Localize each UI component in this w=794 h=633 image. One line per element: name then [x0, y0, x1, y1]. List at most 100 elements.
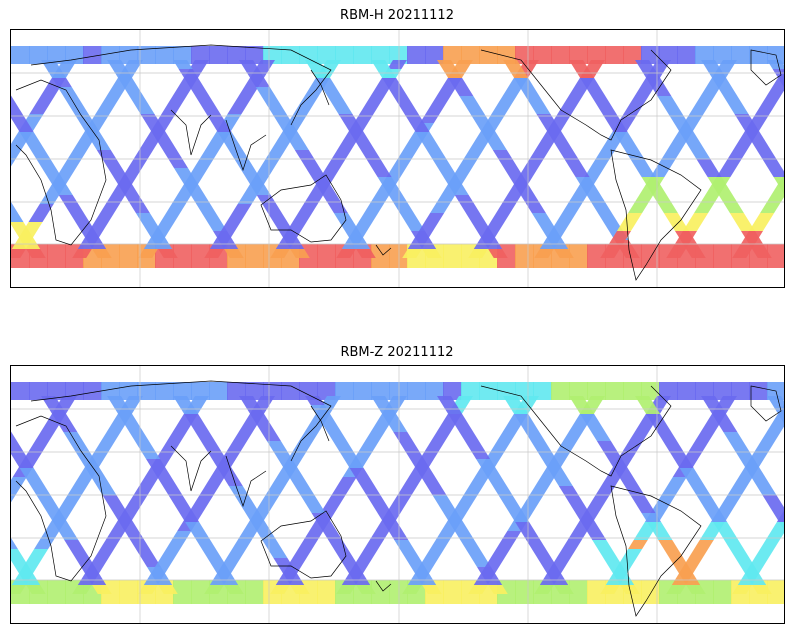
- coastlines: [15, 44, 782, 281]
- swath-cell: [73, 477, 93, 486]
- swath-cell: [727, 486, 748, 495]
- swath-cell: [699, 195, 720, 204]
- swath-cell: [11, 540, 18, 549]
- swath-cell: [191, 580, 210, 604]
- swath-cell: [11, 159, 16, 167]
- swath-cell: [586, 195, 607, 204]
- swath-cell: [300, 159, 320, 168]
- swath-cell: [539, 240, 560, 249]
- swath-cell: [590, 159, 610, 168]
- swath-cell: [281, 382, 300, 400]
- swath-cell: [95, 105, 116, 114]
- swath-cell: [347, 231, 367, 240]
- swath-cell: [662, 105, 683, 114]
- swath-cell: [766, 87, 784, 96]
- swath-cell: [206, 450, 227, 459]
- swath-cell: [584, 504, 605, 513]
- swath-cell: [189, 423, 210, 432]
- swath-cell: [387, 87, 408, 96]
- swath-cell: [605, 240, 626, 249]
- swath-cell: [443, 382, 462, 400]
- swath-cell: [729, 549, 750, 558]
- swath-cell: [601, 141, 621, 150]
- swath-cell: [158, 585, 178, 594]
- swath-cell: [299, 96, 319, 105]
- swath-cell: [569, 396, 589, 405]
- swath-cell: [425, 441, 446, 450]
- swath-cell: [376, 405, 397, 414]
- swath-cell: [503, 396, 523, 405]
- swath-cell: [58, 531, 79, 540]
- swath-cell: [473, 576, 494, 585]
- swath-cell: [387, 423, 408, 432]
- swath-cell: [371, 504, 392, 513]
- swath-cell: [173, 580, 192, 604]
- swath-cell: [286, 558, 307, 567]
- swath-cell: [542, 459, 562, 468]
- swath-cell: [286, 222, 307, 231]
- swath-cell: [772, 69, 784, 78]
- swath-cell: [407, 46, 426, 64]
- swath-cell: [101, 432, 121, 441]
- swath-cell: [580, 78, 600, 87]
- swath-cell: [94, 549, 115, 558]
- swath-cell: [689, 105, 710, 114]
- swath-cell: [442, 405, 463, 414]
- swath-cell: [101, 382, 120, 400]
- swath-cell: [355, 141, 375, 150]
- swath-cell: [437, 396, 457, 405]
- swath-cell: [707, 513, 728, 522]
- swath-cell: [303, 195, 324, 204]
- swath-cell: [404, 450, 425, 459]
- swath-cell: [772, 405, 784, 414]
- swath-cell: [574, 405, 595, 414]
- swath-cell: [383, 186, 403, 195]
- swath-cell: [498, 159, 518, 168]
- swath-cell: [531, 213, 552, 222]
- swath-cell: [17, 567, 37, 576]
- swath-cell: [464, 105, 485, 114]
- swath-cell: [531, 549, 552, 558]
- swath-cell: [443, 513, 464, 522]
- swath-cell: [74, 450, 95, 459]
- swath-cell: [161, 105, 182, 114]
- swath-cell: [77, 576, 98, 585]
- swath-cell: [201, 213, 222, 222]
- graticule: [11, 30, 784, 287]
- swath-cell: [624, 486, 645, 495]
- swath-cell: [520, 531, 541, 540]
- swath-cell: [436, 87, 457, 96]
- swath-cell: [545, 231, 565, 240]
- swath-cell: [536, 450, 557, 459]
- swath-cell: [587, 46, 606, 64]
- swath-cell: [404, 114, 425, 123]
- swath-cell: [479, 46, 498, 64]
- swath-cell: [657, 432, 677, 441]
- swath-cell: [46, 405, 67, 414]
- swath-cell: [332, 441, 353, 450]
- swath-cell: [398, 105, 419, 114]
- swath-cell: [431, 96, 451, 105]
- swath-cell: [595, 150, 616, 159]
- swath-cell: [251, 186, 271, 195]
- swath-cell: [359, 105, 380, 114]
- swath-cell: [421, 141, 441, 150]
- swath-cell: [168, 495, 188, 504]
- swath-cell: [586, 531, 607, 540]
- swath-cell: [432, 159, 452, 168]
- swath-cell: [558, 486, 579, 495]
- swath-cell: [622, 213, 643, 222]
- swath-cell: [289, 477, 309, 486]
- swath-cell: [524, 495, 544, 504]
- swath-cell: [722, 495, 742, 504]
- swath-cell: [658, 540, 678, 549]
- swath-cell: [773, 177, 784, 186]
- swath-cell: [134, 441, 155, 450]
- swath-cell: [160, 213, 181, 222]
- swath-cell: [706, 69, 727, 78]
- swath-cell: [11, 114, 29, 123]
- swath-cell: [328, 540, 348, 549]
- swath-cell: [556, 549, 577, 558]
- swath-cell: [584, 168, 605, 177]
- swath-cell: [336, 585, 356, 594]
